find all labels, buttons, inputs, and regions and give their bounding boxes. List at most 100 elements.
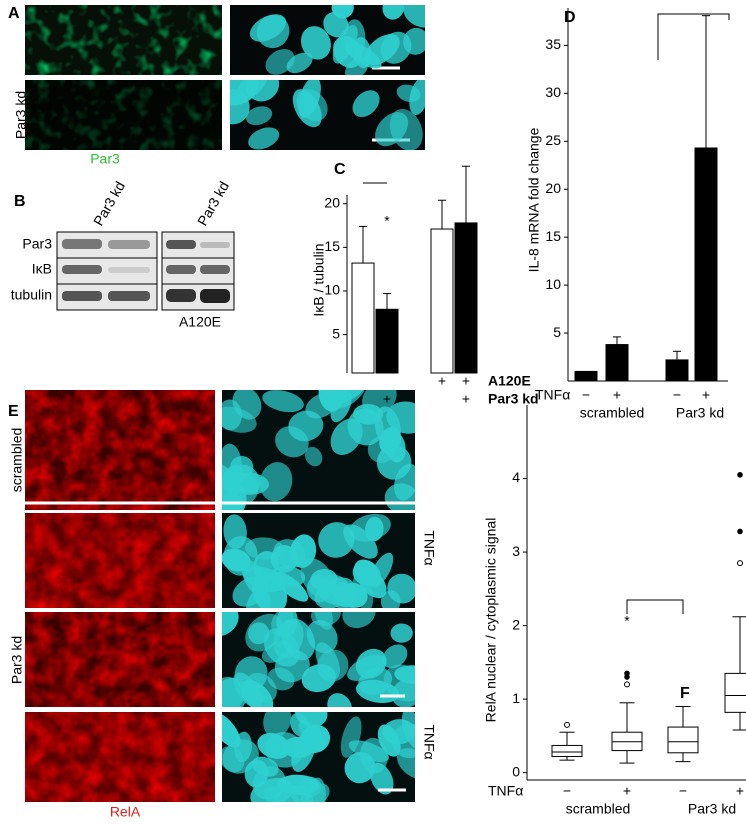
- condition-mark: +: [702, 387, 710, 403]
- nucleus: [374, 406, 401, 449]
- y-axis-label: IL-8 mRNA fold change: [526, 127, 542, 272]
- band: [108, 267, 150, 273]
- condition-mark: +: [462, 391, 470, 407]
- bar: [665, 359, 689, 382]
- treatment-label: TNFα: [421, 530, 437, 565]
- lane-label: Par3 kd: [194, 179, 232, 229]
- nucleus: [409, 80, 425, 115]
- band: [62, 265, 102, 274]
- nucleus: [387, 573, 415, 604]
- bar: [375, 308, 399, 374]
- bar: [430, 228, 454, 374]
- y-tick-label: 10: [324, 282, 340, 298]
- panel-label: C: [334, 161, 346, 178]
- band: [108, 240, 150, 249]
- image-texture: [25, 5, 222, 75]
- nucleus: [248, 622, 270, 645]
- bracket: [657, 13, 730, 60]
- band: [200, 242, 230, 248]
- nucleus: [299, 724, 331, 754]
- group-label: Par3 kd: [688, 801, 736, 817]
- row-label: IκB: [32, 261, 52, 277]
- group-label: scrambled: [580, 405, 645, 421]
- nucleus: [222, 480, 247, 510]
- nucleus: [347, 654, 387, 681]
- outlier: [624, 681, 630, 688]
- nucleus: [344, 751, 376, 784]
- box: [551, 744, 583, 757]
- lane-label: Par3 kd: [90, 179, 128, 229]
- y-tick-label: 20: [324, 194, 340, 210]
- extreme: [737, 472, 743, 478]
- nucleus: [256, 14, 290, 49]
- nucleus: [270, 545, 298, 573]
- y-axis-label: IκB / tubulin: [311, 243, 327, 316]
- nucleus: [384, 483, 415, 510]
- row-label: Par3 kd: [9, 636, 25, 684]
- box: [667, 726, 699, 754]
- nucleus: [369, 762, 394, 795]
- nuclei: [222, 712, 415, 802]
- row-label: Par3: [22, 236, 52, 252]
- nuclei: [222, 612, 415, 707]
- y-tick-label: 15: [324, 238, 340, 254]
- condition-label: A120E: [488, 373, 531, 389]
- nucleus: [382, 5, 405, 20]
- nucleus: [323, 11, 349, 38]
- condition-mark: +: [613, 387, 621, 403]
- box: [724, 672, 746, 713]
- y-tick-label: 15: [545, 228, 561, 244]
- nucleus: [330, 418, 363, 456]
- condition-mark: +: [462, 373, 470, 389]
- nucleus: [259, 462, 293, 502]
- band: [166, 289, 196, 302]
- y-tick-label: 1: [512, 690, 520, 706]
- caption: Par3: [90, 151, 120, 167]
- y-tick-label: 4: [512, 469, 520, 485]
- nucleus: [298, 80, 321, 118]
- y-tick-label: 25: [545, 132, 561, 148]
- y-tick-label: 5: [553, 324, 561, 340]
- nucleus: [389, 108, 423, 150]
- annotation: *: [624, 613, 630, 629]
- image-texture: [25, 390, 215, 510]
- nucleus: [275, 426, 309, 458]
- nucleus: [245, 106, 273, 126]
- panel-label: A: [8, 5, 20, 22]
- nucleus: [390, 623, 413, 643]
- nucleus: [352, 90, 380, 118]
- extreme: [737, 528, 743, 535]
- band: [200, 265, 230, 274]
- nucleus: [222, 676, 244, 707]
- image-texture: [25, 80, 222, 150]
- y-axis-label: RelA nuclear / cytoplasmic signal: [483, 518, 499, 723]
- y-tick-label: 30: [545, 84, 561, 100]
- nucleus: [339, 582, 368, 608]
- nucleus: [377, 724, 401, 757]
- y-tick-label: 2: [512, 616, 520, 632]
- condition-label: TNFα: [535, 387, 570, 403]
- image-texture: [25, 612, 215, 707]
- condition-mark: −: [582, 387, 590, 403]
- nucleus: [343, 524, 378, 559]
- nucleus: [300, 26, 331, 60]
- nucleus: [383, 664, 415, 702]
- nucleus: [313, 612, 333, 630]
- nuclei: [249, 5, 425, 75]
- nucleus: [403, 5, 425, 28]
- nucleus: [251, 756, 279, 777]
- nucleus: [222, 612, 239, 637]
- condition-label: TNFα: [488, 783, 523, 799]
- panel-label: D: [564, 9, 576, 26]
- nucleus: [263, 712, 292, 738]
- nucleus: [340, 716, 362, 758]
- nucleus: [237, 80, 268, 100]
- blot: [56, 231, 235, 311]
- image-texture: [25, 513, 215, 608]
- nucleus: [232, 390, 262, 420]
- nucleus: [262, 390, 304, 413]
- y-tick-label: 35: [545, 36, 561, 52]
- nucleus: [281, 618, 316, 661]
- row-label: Par3 kd: [13, 91, 29, 139]
- y-tick-label: 10: [545, 276, 561, 292]
